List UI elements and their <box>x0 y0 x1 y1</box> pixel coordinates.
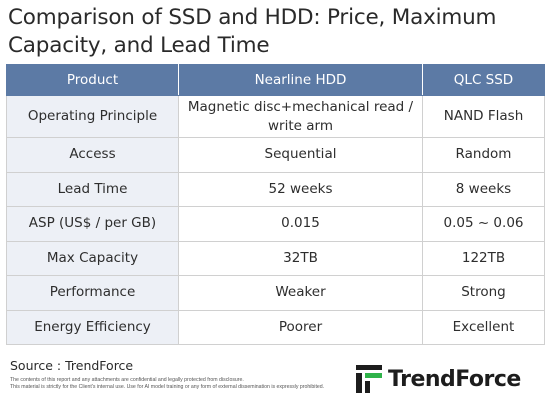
hdd-value: Magnetic disc+mechanical read / write ar… <box>178 95 423 138</box>
table-header-row: Product Nearline HDD QLC SSD <box>6 64 545 96</box>
ssd-value: Excellent <box>422 309 545 345</box>
hdd-value: 52 weeks <box>178 171 423 207</box>
table-row: ASP (US$ / per GB) 0.015 0.05 ~ 0.06 <box>6 206 545 242</box>
table-row: Performance Weaker Strong <box>6 275 545 311</box>
table-row: Operating Principle Magnetic disc+mechan… <box>6 95 545 138</box>
hdd-value: 32TB <box>178 240 423 276</box>
disclaimer: The contents of this report and any atta… <box>10 377 370 391</box>
header-qlc-ssd: QLC SSD <box>422 64 545 96</box>
header-product: Product <box>6 64 179 96</box>
brand-name: TrendForce <box>388 366 521 392</box>
row-label: Operating Principle <box>6 95 179 138</box>
row-label: Lead Time <box>6 171 179 207</box>
ssd-value: 8 weeks <box>422 171 545 207</box>
row-label: Max Capacity <box>6 240 179 276</box>
row-label: Performance <box>6 275 179 311</box>
ssd-value: 122TB <box>422 240 545 276</box>
hdd-value: Sequential <box>178 137 423 173</box>
table-row: Max Capacity 32TB 122TB <box>6 240 545 276</box>
hdd-value: Weaker <box>178 275 423 311</box>
comparison-table: Product Nearline HDD QLC SSD Operating P… <box>6 64 545 345</box>
ssd-value: Random <box>422 137 545 173</box>
header-nearline-hdd: Nearline HDD <box>178 64 423 96</box>
hdd-value: Poorer <box>178 309 423 345</box>
page-title: Comparison of SSD and HDD: Price, Maximu… <box>8 5 497 58</box>
row-label: Energy Efficiency <box>6 309 179 345</box>
hdd-value: 0.015 <box>178 206 423 242</box>
disclaimer-line: The contents of this report and any atta… <box>10 377 244 383</box>
ssd-value: Strong <box>422 275 545 311</box>
ssd-value: 0.05 ~ 0.06 <box>422 206 545 242</box>
table-row: Lead Time 52 weeks 8 weeks <box>6 171 545 207</box>
row-label: ASP (US$ / per GB) <box>6 206 179 242</box>
table-row: Energy Efficiency Poorer Excellent <box>6 309 545 345</box>
table-row: Access Sequential Random <box>6 137 545 173</box>
trendforce-logo-icon <box>356 365 382 393</box>
brand-logo: TrendForce <box>356 364 521 394</box>
disclaimer-line: This material is strictly for the Client… <box>10 384 325 390</box>
row-label: Access <box>6 137 179 173</box>
ssd-value: NAND Flash <box>422 95 545 138</box>
source-note: Source : TrendForce <box>10 358 134 373</box>
